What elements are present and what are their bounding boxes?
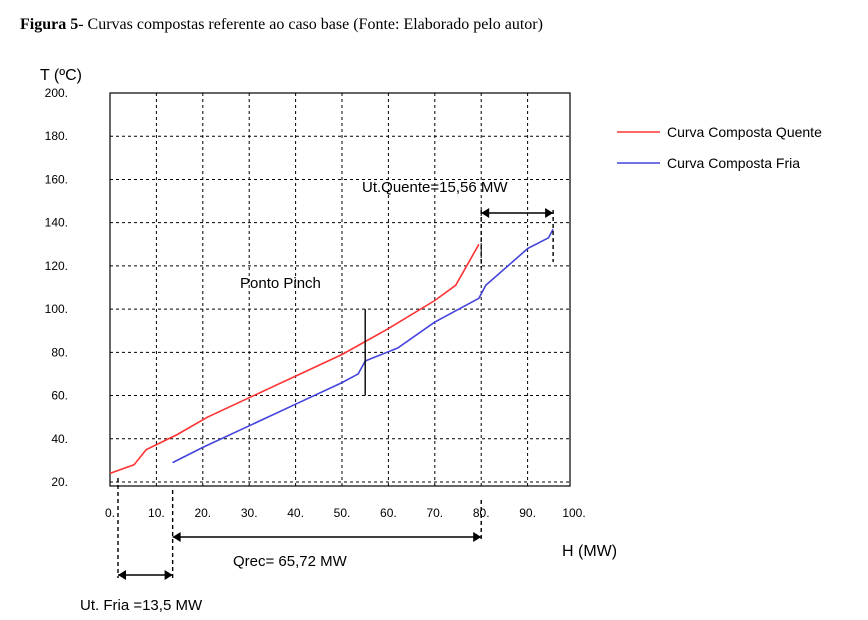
x-tick-60: 60. (380, 506, 397, 520)
x-tick-80: 80. (473, 506, 490, 520)
legend: Curva Composta Quente Curva Composta Fria (617, 124, 822, 171)
hot-utility-label: Ut.Quente=15,56 MW (362, 179, 508, 196)
x-tick-50: 50. (334, 506, 351, 520)
cold-utility-arrowhead-right (164, 570, 173, 580)
caption-text: - Curvas compostas referente ao caso bas… (78, 16, 543, 33)
y-tick-200: 200. (45, 86, 68, 100)
y-tick-60: 60. (51, 389, 68, 403)
plot-frame (109, 92, 571, 487)
y-tick-40: 40. (51, 432, 68, 446)
y-tick-labels: 20. 40. 60. 80. 100. 120. 140. 160. 180. 200. (45, 86, 68, 489)
x-tick-90: 90. (519, 506, 536, 520)
x-tick-labels: 0. 10. 20. 30. 40. 50. 60. 70. 80. 90. 100. (105, 506, 586, 520)
y-tick-100: 100. (45, 302, 68, 316)
x-tick-30: 30. (241, 506, 258, 520)
recovery-arrowhead-left (172, 532, 181, 542)
caption-label: Figura 5 (20, 16, 78, 33)
y-axis-label: T (ºC) (40, 67, 82, 84)
cold-composite-curve (172, 228, 554, 464)
x-tick-100: 100. (562, 506, 585, 520)
recovery-label: Qrec= 65,72 MW (233, 553, 348, 570)
y-tick-80: 80. (51, 345, 68, 359)
x-tick-0: 0. (105, 506, 115, 520)
pinch-label: Ponto Pinch (240, 275, 321, 292)
cold-utility-label: Ut. Fria =13,5 MW (80, 597, 203, 614)
legend-label-2: Curva Composta Fria (667, 155, 800, 171)
series-lines (109, 228, 554, 475)
figure-caption: Figura 5- Curvas compostas referente ao … (20, 16, 543, 33)
x-axis-label: H (MW) (562, 543, 617, 560)
hot-utility-arrowhead-left (481, 208, 490, 218)
cold-utility-arrowhead-left (118, 570, 126, 580)
hot-utility-arrowhead-right (545, 208, 554, 218)
hot-composite-curve (109, 243, 480, 475)
x-tick-70: 70. (426, 506, 443, 520)
annotations: Ponto Pinch Ut.Quente=15,56 MW Qrec= 65,72… (80, 179, 554, 614)
x-tick-10: 10. (148, 506, 165, 520)
y-tick-120: 120. (45, 259, 68, 273)
x-tick-20: 20. (194, 506, 211, 520)
grid-lines (110, 93, 570, 486)
y-tick-140: 140. (45, 216, 68, 230)
recovery-arrowhead-right (473, 532, 482, 542)
legend-label-1: Curva Composta Quente (667, 124, 822, 140)
y-tick-160: 160. (45, 172, 68, 186)
y-tick-180: 180. (45, 129, 68, 143)
x-tick-40: 40. (287, 506, 304, 520)
y-tick-20: 20. (51, 475, 68, 489)
